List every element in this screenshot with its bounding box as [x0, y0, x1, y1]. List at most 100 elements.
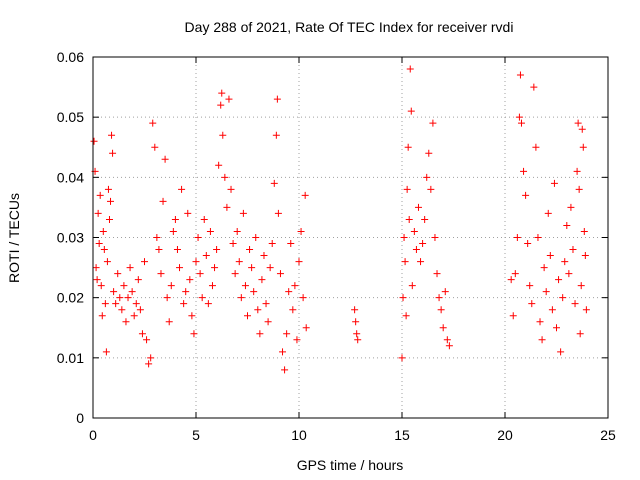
data-point: [576, 330, 584, 338]
data-point: [281, 366, 289, 374]
data-point: [159, 197, 167, 205]
data-point: [256, 330, 264, 338]
data-point: [246, 246, 254, 254]
data-point: [289, 306, 297, 314]
y-tick-label: 0.01: [57, 350, 84, 366]
data-point: [110, 288, 118, 296]
data-point: [132, 300, 140, 308]
data-point: [287, 240, 295, 248]
data-point: [141, 258, 148, 266]
data-point: [520, 167, 528, 175]
data-point: [276, 270, 284, 278]
data-point: [200, 215, 208, 223]
data-point: [112, 300, 120, 308]
data-point: [573, 167, 581, 175]
data-point: [431, 234, 439, 241]
data-point: [561, 258, 569, 266]
data-point: [250, 288, 258, 296]
data-point: [441, 288, 449, 296]
data-point: [97, 282, 105, 290]
data-point: [414, 203, 422, 211]
data-point: [429, 119, 437, 127]
data-point: [136, 306, 144, 314]
data-point: [184, 209, 192, 217]
data-point: [237, 294, 245, 302]
data-point: [555, 276, 563, 284]
data-point: [100, 246, 108, 254]
data-point: [145, 360, 153, 368]
data-point: [221, 173, 229, 181]
data-point: [445, 342, 453, 350]
x-tick-label: 0: [89, 427, 97, 443]
data-point: [223, 203, 231, 211]
data-point: [103, 258, 111, 266]
data-point: [107, 197, 115, 205]
data-point: [186, 276, 194, 284]
chart-title: Day 288 of 2021, Rate Of TEC Index for r…: [185, 19, 514, 35]
data-point: [122, 318, 130, 326]
data-point: [557, 348, 565, 356]
data-point: [206, 227, 214, 235]
data-point: [176, 264, 184, 272]
y-tick-label: 0.05: [57, 109, 84, 125]
data-point: [532, 143, 540, 151]
data-point: [526, 282, 534, 290]
data-point: [433, 270, 441, 278]
y-tick-label: 0.04: [57, 169, 84, 185]
data-point: [266, 264, 274, 272]
data-point: [577, 282, 585, 290]
data-point: [202, 252, 210, 260]
data-point: [225, 95, 233, 103]
data-point: [421, 215, 429, 223]
x-tick-label: 5: [192, 427, 200, 443]
data-point: [248, 264, 256, 272]
data-point: [540, 264, 548, 272]
data-point: [571, 300, 579, 308]
y-tick-label: 0.02: [57, 290, 84, 306]
data-point: [279, 348, 287, 356]
data-point: [439, 324, 447, 332]
data-point: [516, 71, 524, 79]
data-point: [351, 306, 359, 314]
data-point: [299, 294, 307, 302]
data-point: [511, 270, 519, 278]
data-point: [188, 312, 196, 320]
data-point: [171, 215, 179, 223]
data-point: [402, 312, 410, 320]
data-point: [118, 306, 126, 314]
data-point: [219, 131, 227, 139]
grid: [93, 57, 608, 418]
data-point: [93, 276, 101, 284]
data-point: [90, 137, 98, 145]
data-point: [264, 318, 272, 326]
data-point: [128, 288, 136, 296]
data-point: [546, 252, 554, 260]
data-point: [165, 318, 173, 326]
data-point: [401, 258, 409, 266]
data-point: [295, 258, 303, 266]
data-point: [515, 113, 523, 121]
data-point: [215, 161, 223, 169]
data-point: [419, 240, 427, 248]
data-point: [297, 227, 305, 235]
data-point: [218, 89, 226, 97]
data-point: [258, 276, 266, 284]
data-point: [173, 246, 181, 254]
data-point: [155, 246, 163, 254]
data-point: [563, 221, 571, 229]
x-tick-label: 25: [600, 427, 616, 443]
data-point: [262, 300, 270, 308]
data-point: [578, 125, 586, 133]
data-point: [120, 282, 128, 290]
data-point: [291, 282, 299, 290]
data-point: [524, 240, 532, 248]
data-point: [425, 149, 433, 157]
data-point: [544, 209, 552, 217]
data-point: [403, 185, 411, 193]
data-point: [268, 240, 276, 248]
data-point: [196, 270, 204, 278]
data-point: [94, 209, 102, 217]
data-point: [169, 227, 177, 235]
y-tick-label: 0.06: [57, 49, 84, 65]
data-point: [96, 191, 104, 199]
